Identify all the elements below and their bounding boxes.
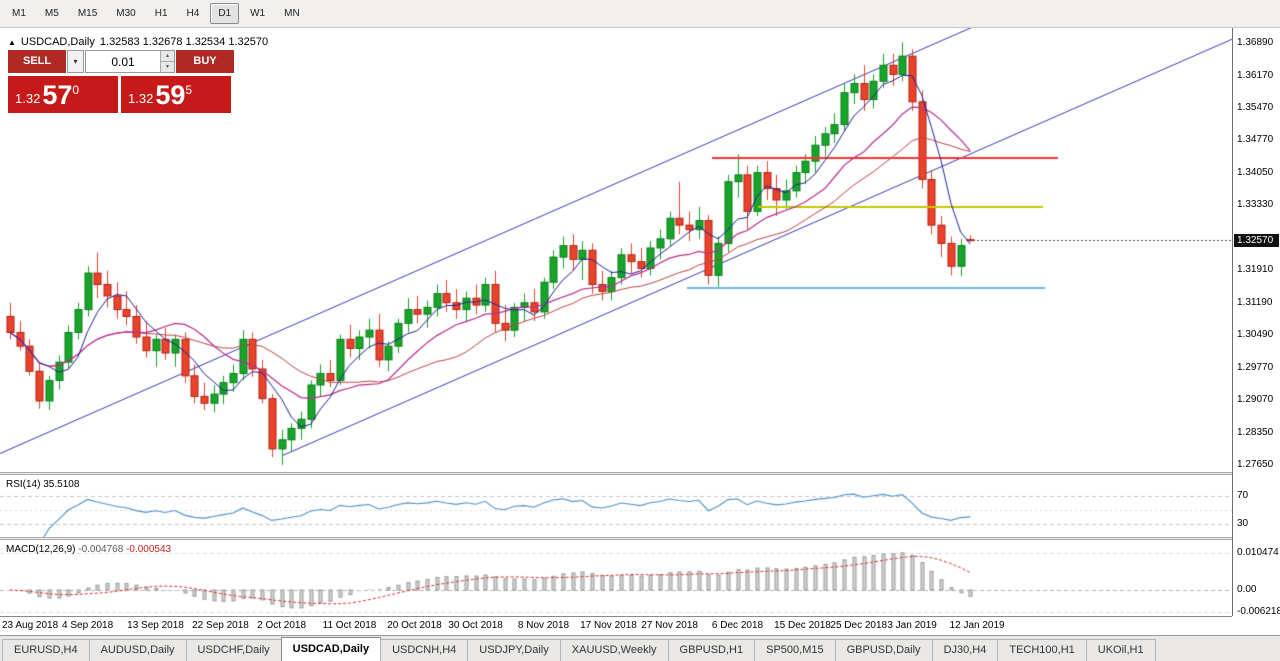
pane-separator[interactable] [0,537,1280,540]
timeframe-button-w1[interactable]: W1 [250,8,266,19]
time-axis-label: 2 Oct 2018 [257,620,307,631]
price-axis-label: 1.35470 [1237,101,1274,113]
sell-price-pips: 57 [42,80,73,110]
chart-tab-gbpusd-daily[interactable]: GBPUSD,Daily [834,639,933,661]
macd-indicator-label: MACD(12,26,9) -0.004768 -0.000543 [6,544,172,555]
price-axis-label: 1.31190 [1237,297,1273,309]
one-click-trading-toggle-icon[interactable]: ▲ [8,37,16,47]
timeframe-button-h4[interactable]: H4 [186,8,200,19]
buy-price-point: 5 [185,83,193,97]
time-axis-label: 30 Oct 2018 [448,620,503,631]
rsi-indicator-canvas[interactable] [0,475,1232,537]
chart-tab-dj30-h4[interactable]: DJ30,H4 [931,639,999,661]
chart-tab-gbpusd-h1[interactable]: GBPUSD,H1 [667,639,756,661]
one-click-trading-panel: SELL ▾ 0.01 ▴ ▾ BUY 1.32 57 0 1.32 59 [8,50,234,113]
buy-button[interactable]: BUY [176,50,234,73]
timeframe-button-d1[interactable]: D1 [210,3,240,24]
timeframe-button-m15[interactable]: M15 [77,8,98,19]
price-axis-label: 1.36170 [1237,69,1274,81]
time-axis-label: 8 Nov 2018 [517,620,570,631]
current-price-tag: 1.32570 [1234,233,1279,247]
chart-tab-eurusd-h4[interactable]: EURUSD,H4 [2,639,90,661]
price-axis-label: 1.29770 [1237,362,1274,374]
macd-axis-label: -0.006218 [1237,606,1280,618]
time-axis-label: 6 Dec 2018 [711,620,764,631]
rsi-axis-label: 70 [1237,490,1249,501]
price-axis-label: 1.34050 [1237,166,1274,178]
pane-separator[interactable] [0,472,1280,475]
time-axis-label: 22 Sep 2018 [192,620,249,631]
chart-header: ▲ USDCAD,Daily 1.32583 1.32678 1.32534 1… [8,36,268,48]
price-axis-label: 1.28350 [1237,426,1274,438]
chart-tab-tech100-h1[interactable]: TECH100,H1 [997,639,1087,661]
timeframe-button-h1[interactable]: H1 [154,8,168,19]
chart-symbol-title: USDCAD,Daily [20,36,95,48]
time-axis-label: 12 Jan 2019 [949,620,1005,631]
price-axis-label: 1.27650 [1237,458,1274,470]
chart-tab-usdchf-daily[interactable]: USDCHF,Daily [185,639,282,661]
time-axis-label: 23 Aug 2018 [2,620,59,631]
time-axis[interactable]: 23 Aug 2018 4 Sep 2018 13 Sep 2018 22 Sep 2… [0,616,1232,635]
price-axis-label: 1.34770 [1237,133,1274,145]
sell-price-button[interactable]: 1.32 57 0 [8,76,118,113]
chart-tab-usdcnh-h4[interactable]: USDCNH,H4 [380,639,469,661]
time-axis-label: 11 Oct 2018 [322,620,377,631]
chart-tab-ukoil-h1[interactable]: UKOil,H1 [1085,639,1156,661]
timeframe-button-m30[interactable]: M30 [116,8,136,19]
spinner-up-icon[interactable]: ▴ [161,51,174,62]
buy-price-pips: 59 [155,80,186,110]
sell-button[interactable]: SELL [8,50,66,73]
chart-tab-bar: EURUSD,H4 AUDUSD,Daily USDCHF,Daily USDCAD,… [0,635,1280,661]
volume-input[interactable]: 0.01 ▴ ▾ [85,50,175,73]
time-axis-label: 15 Dec 2018 [774,620,831,631]
time-axis-label: 20 Oct 2018 [387,620,442,631]
spinner-down-icon[interactable]: ▾ [161,62,174,72]
chart-tab-usdcad-daily[interactable]: USDCAD,Daily [280,637,382,661]
time-axis-label: 27 Nov 2018 [641,620,698,631]
time-axis-label: 4 Sep 2018 [62,620,114,631]
macd-axis-label: 0.00 [1237,584,1257,595]
price-axis-label: 1.31910 [1237,264,1274,276]
volume-value: 0.01 [111,54,135,69]
macd-indicator-canvas[interactable] [0,540,1232,616]
chart-tab-xauusd-weekly[interactable]: XAUUSD,Weekly [559,639,669,661]
time-axis-label: 3 Jan 2019 [887,620,937,631]
time-axis-label: 25 Dec 2018 [830,620,888,631]
volume-stepper[interactable]: ▴ ▾ [160,51,174,72]
timeframe-button-m5[interactable]: M5 [44,8,59,19]
buy-price-base: 1.32 [128,91,154,106]
timeframe-toolbar: M1 M5 M15 M30 H1 H4 D1 W1 MN [0,0,1280,28]
chart-ohlc-values: 1.32583 1.32678 1.32534 1.32570 [99,36,269,48]
sell-price-base: 1.32 [15,91,41,106]
order-type-dropdown[interactable]: ▾ [67,50,84,73]
timeframe-button-mn[interactable]: MN [284,8,300,19]
chevron-down-icon: ▾ [73,57,78,66]
rsi-axis-label: 30 [1237,518,1249,529]
price-axis-label: 1.36890 [1237,36,1274,48]
chart-tab-sp500-m15[interactable]: SP500,M15 [754,639,836,661]
price-axis-label: 1.33330 [1237,199,1274,211]
sell-price-point: 0 [72,83,80,97]
macd-axis-label: 0.010474 [1237,546,1279,558]
time-axis-label: 17 Nov 2018 [580,620,637,631]
price-axis-label: 1.29070 [1237,394,1274,406]
chart-tab-usdjpy-daily[interactable]: USDJPY,Daily [467,639,561,661]
price-axis[interactable]: 1.32570 1.36890 1.36170 1.35470 1.34770 1.34… [1232,28,1280,618]
timeframe-button-m1[interactable]: M1 [12,8,26,19]
price-axis-label: 1.30490 [1237,329,1274,341]
buy-price-button[interactable]: 1.32 59 5 [121,76,231,113]
chart-tab-audusd-daily[interactable]: AUDUSD,Daily [88,639,187,661]
rsi-indicator-label: RSI(14) 35.5108 [6,479,80,490]
time-axis-label: 13 Sep 2018 [127,620,184,631]
